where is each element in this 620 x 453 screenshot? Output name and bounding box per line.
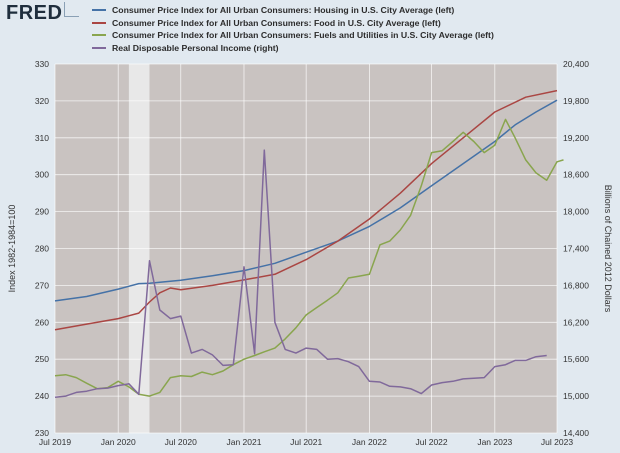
chart-legend: Consumer Price Index for All Urban Consu… <box>92 4 494 54</box>
legend-item-3: Consumer Price Index for All Urban Consu… <box>92 29 494 42</box>
left-tick-label: 270 <box>35 280 49 290</box>
right-tick-label: 19,200 <box>563 133 589 143</box>
right-tick-label: 15,600 <box>563 354 589 364</box>
legend-item-1: Consumer Price Index for All Urban Consu… <box>92 4 494 17</box>
right-tick-label: 16,200 <box>563 317 589 327</box>
legend-label: Consumer Price Index for All Urban Consu… <box>112 5 455 16</box>
left-axis-title: Index 1982-1984=100 <box>7 205 17 293</box>
left-tick-label: 250 <box>35 354 49 364</box>
series-line-4 <box>54 149 547 399</box>
fred-chart-icon <box>64 2 80 17</box>
right-tick-label: 18,000 <box>563 207 589 217</box>
legend-item-2: Consumer Price Index for All Urban Consu… <box>92 17 494 30</box>
x-tick-label: Jan 2021 <box>226 437 261 447</box>
left-tick-label: 330 <box>35 59 49 69</box>
right-tick-label: 16,800 <box>563 280 589 290</box>
x-tick-label: Jan 2023 <box>477 437 512 447</box>
fred-logo[interactable]: FRED <box>6 2 80 25</box>
right-tick-label: 14,400 <box>563 428 589 438</box>
legend-label: Consumer Price Index for All Urban Consu… <box>112 30 494 41</box>
right-axis-title: Billions of Chained 2012 Dollars <box>603 185 613 313</box>
x-tick-label: Jul 2023 <box>541 437 573 447</box>
right-tick-label: 17,400 <box>563 244 589 254</box>
left-tick-label: 230 <box>35 428 49 438</box>
x-tick-label: Jan 2022 <box>352 437 387 447</box>
left-tick-label: 300 <box>35 170 49 180</box>
left-tick-label: 260 <box>35 317 49 327</box>
legend-swatch <box>92 9 106 12</box>
legend-swatch <box>92 21 106 24</box>
right-tick-label: 18,600 <box>563 170 589 180</box>
right-tick-label: 19,800 <box>563 96 589 106</box>
fred-logo-text: FRED <box>6 2 63 24</box>
series-line-3 <box>54 118 564 397</box>
right-tick-label: 20,400 <box>563 59 589 69</box>
legend-item-4: Real Disposable Personal Income (right) <box>92 42 494 55</box>
legend-swatch <box>92 34 106 37</box>
left-tick-label: 290 <box>35 207 49 217</box>
x-tick-label: Jul 2020 <box>165 437 197 447</box>
left-tick-label: 320 <box>35 96 49 106</box>
left-tick-label: 280 <box>35 244 49 254</box>
legend-swatch <box>92 46 106 49</box>
x-tick-label: Jul 2021 <box>290 437 322 447</box>
x-tick-label: Jan 2020 <box>101 437 136 447</box>
x-tick-label: Jul 2019 <box>39 437 71 447</box>
left-tick-label: 310 <box>35 133 49 143</box>
right-tick-label: 15,000 <box>563 391 589 401</box>
legend-label: Real Disposable Personal Income (right) <box>112 42 279 53</box>
left-tick-label: 240 <box>35 391 49 401</box>
series-line-1 <box>54 99 558 302</box>
series-line-2 <box>54 89 558 331</box>
legend-label: Consumer Price Index for All Urban Consu… <box>112 17 441 28</box>
x-tick-label: Jul 2022 <box>416 437 448 447</box>
